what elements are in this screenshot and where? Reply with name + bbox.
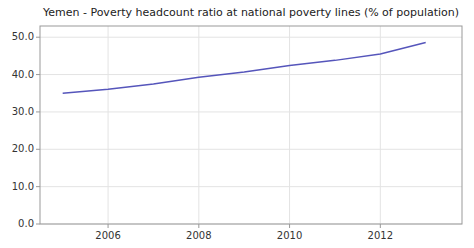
y-tick	[36, 111, 40, 112]
x-grid-line	[289, 26, 290, 224]
line	[63, 42, 426, 93]
x-grid-line	[198, 26, 199, 224]
x-tick-label: 2008	[186, 230, 211, 241]
y-grid-line	[40, 186, 462, 187]
plot-frame	[40, 26, 462, 224]
y-grid-line	[40, 149, 462, 150]
x-grid-line	[380, 26, 381, 224]
x-tick-label: 2006	[95, 230, 120, 241]
x-tick	[198, 224, 199, 228]
x-tick	[289, 224, 290, 228]
y-tick	[36, 224, 40, 225]
y-tick	[36, 37, 40, 38]
axes: 0.0 10.0 20.0 30.0 40.0 50.0 2006 2008 2010 2012	[12, 31, 393, 241]
y-grid-line	[40, 74, 462, 75]
y-tick-label: 0.0	[18, 218, 34, 229]
y-grid-line	[40, 111, 462, 112]
grid	[40, 26, 462, 224]
y-tick-label: 10.0	[12, 181, 34, 192]
y-tick-label: 40.0	[12, 69, 34, 80]
x-tick	[380, 224, 381, 228]
chart: 0.0 10.0 20.0 30.0 40.0 50.0 2006 2008 2010 2012 Y…	[0, 0, 474, 248]
y-tick	[36, 74, 40, 75]
y-tick-label: 20.0	[12, 143, 34, 154]
x-grid-line	[108, 26, 109, 224]
y-grid-line	[40, 37, 462, 38]
title: Yemen - Poverty headcount ratio at natio…	[42, 6, 459, 19]
series	[63, 42, 426, 93]
y-tick-label: 30.0	[12, 106, 34, 117]
x-tick-label: 2012	[368, 230, 393, 241]
x-tick-label: 2010	[277, 230, 302, 241]
y-tick	[36, 186, 40, 187]
y-tick-label: 50.0	[12, 31, 34, 42]
y-tick	[36, 149, 40, 150]
x-tick	[108, 224, 109, 228]
